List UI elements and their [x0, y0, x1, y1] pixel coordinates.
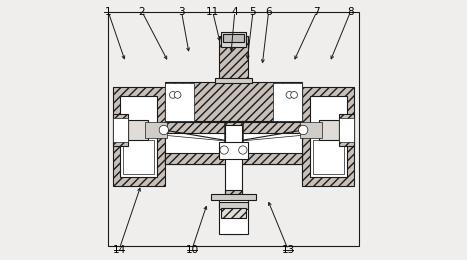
Bar	[340, 114, 354, 146]
Text: 14: 14	[113, 245, 126, 255]
Bar	[120, 96, 157, 177]
Bar	[221, 208, 246, 218]
Text: 3: 3	[178, 7, 185, 17]
Bar	[165, 82, 302, 122]
Bar	[165, 83, 194, 121]
Bar	[302, 87, 354, 186]
Bar	[225, 190, 242, 224]
Text: 6: 6	[265, 7, 272, 17]
Bar	[223, 34, 244, 42]
Bar	[221, 32, 246, 47]
Circle shape	[286, 92, 293, 98]
Bar	[145, 122, 167, 138]
Bar	[310, 96, 347, 177]
Circle shape	[239, 146, 247, 154]
Text: 1: 1	[105, 7, 112, 17]
Text: 5: 5	[250, 7, 256, 17]
Bar	[313, 140, 344, 174]
Bar	[219, 142, 248, 159]
Circle shape	[159, 125, 169, 135]
Bar	[113, 87, 165, 186]
Bar	[273, 83, 302, 121]
Bar	[219, 199, 248, 234]
Bar	[318, 120, 340, 140]
Bar	[165, 121, 302, 164]
Bar	[219, 202, 248, 209]
Circle shape	[298, 125, 308, 135]
Text: 8: 8	[347, 7, 354, 17]
Bar	[340, 118, 354, 142]
Bar	[127, 120, 149, 140]
Bar	[219, 36, 248, 82]
Text: 13: 13	[282, 245, 295, 255]
Bar	[211, 194, 256, 200]
Text: 2: 2	[139, 7, 145, 17]
Bar	[225, 125, 242, 234]
Text: 10: 10	[185, 245, 198, 255]
Text: 4: 4	[232, 7, 238, 17]
Text: 7: 7	[313, 7, 320, 17]
Bar	[123, 140, 154, 174]
Bar	[113, 118, 127, 142]
Bar	[113, 114, 127, 146]
Bar	[165, 153, 302, 164]
Bar	[215, 78, 252, 83]
Circle shape	[174, 92, 181, 98]
Circle shape	[170, 92, 177, 98]
Circle shape	[290, 92, 297, 98]
Bar	[300, 122, 322, 138]
Bar	[165, 122, 302, 133]
Text: 11: 11	[206, 7, 219, 17]
Circle shape	[220, 146, 228, 154]
